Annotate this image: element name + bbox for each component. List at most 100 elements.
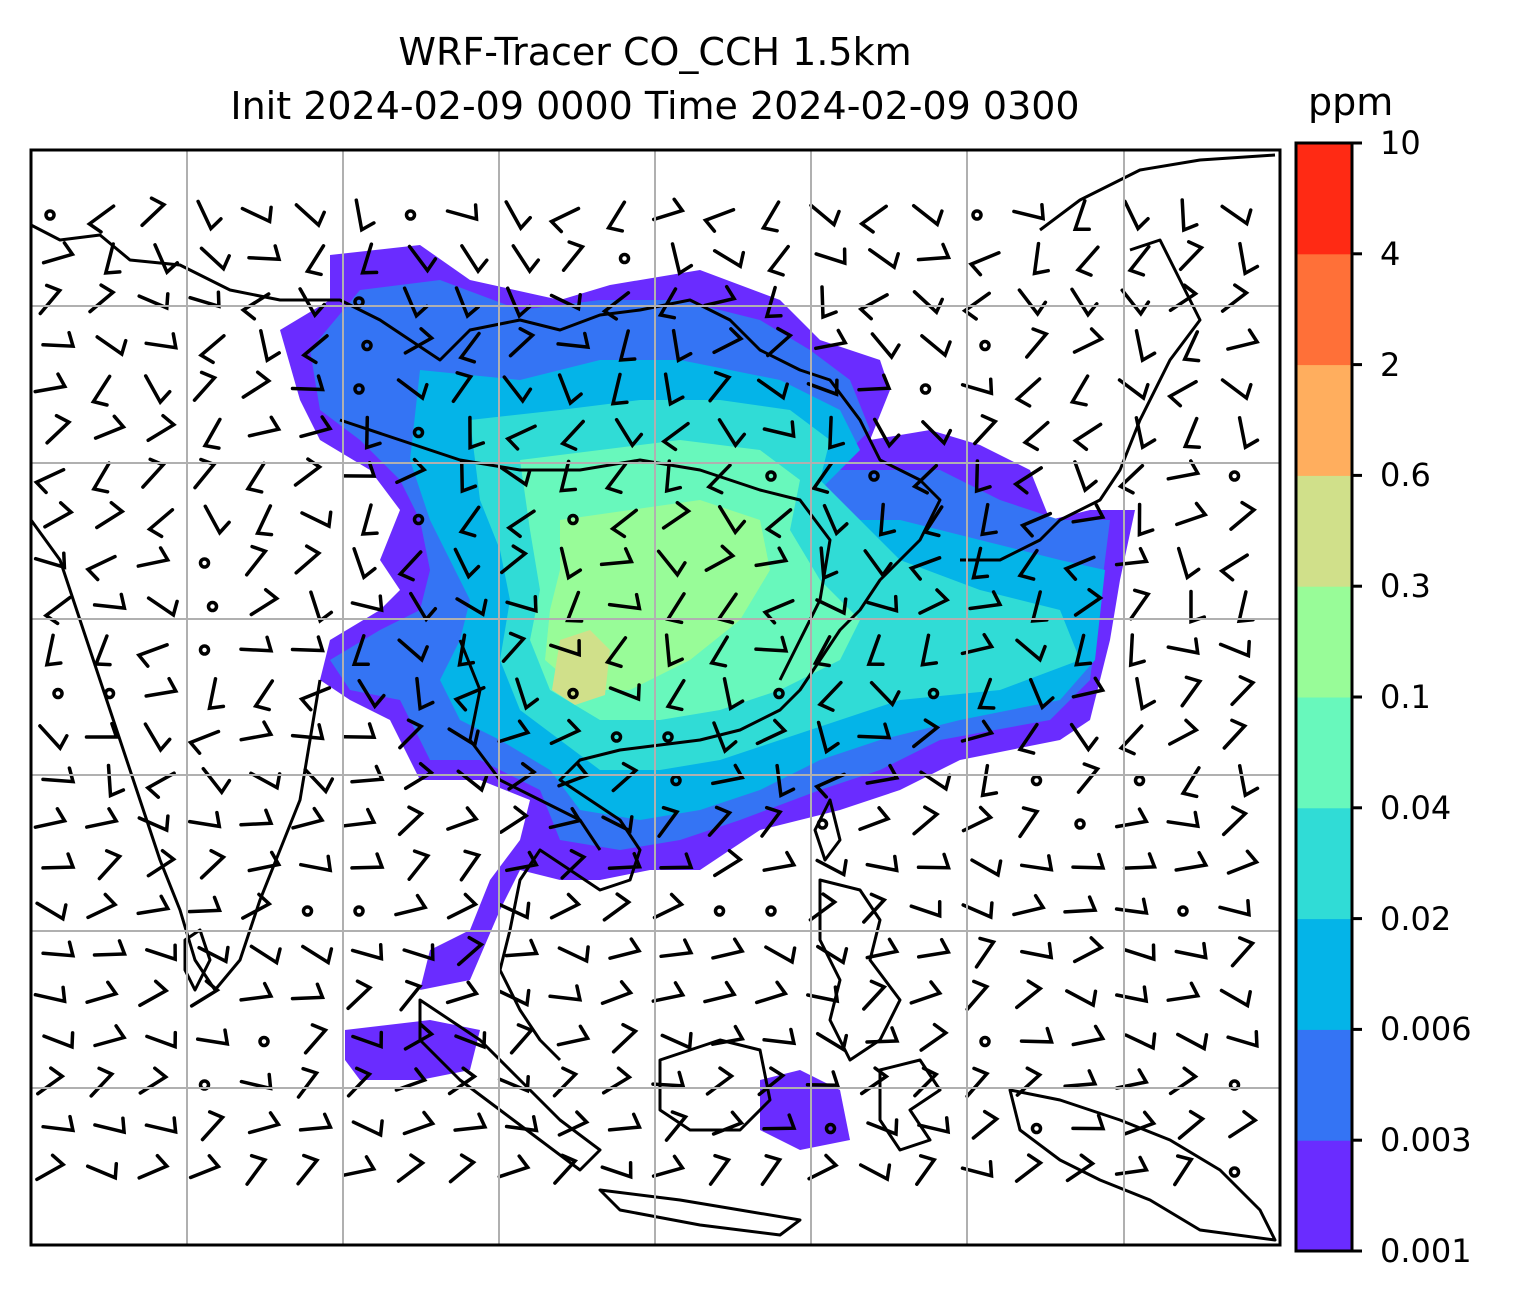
wind-barb	[1237, 416, 1260, 450]
wind-barb	[1115, 1068, 1149, 1090]
wind-barb	[1166, 810, 1200, 829]
wind-barb	[820, 285, 838, 320]
wind-barb	[504, 200, 532, 232]
wind-barb	[247, 1111, 282, 1135]
wind-barb	[249, 944, 282, 966]
wind-barb	[33, 985, 67, 1004]
wind-barb	[458, 505, 481, 538]
wind-barb	[505, 850, 539, 873]
wind-barb	[1166, 459, 1201, 481]
wind-barb	[1063, 555, 1096, 581]
wind-barb	[247, 244, 282, 262]
wind-barb	[1129, 588, 1151, 621]
colorbar-segment	[1296, 918, 1352, 1030]
wind-barb	[402, 1110, 436, 1136]
wind-barb	[614, 417, 644, 449]
wind-barb	[1071, 1113, 1106, 1131]
wind-barb	[618, 329, 637, 362]
wind-barb	[602, 892, 632, 922]
wind-barb	[346, 979, 373, 1011]
wind-barb	[407, 244, 438, 274]
wind-barb	[651, 1154, 686, 1178]
wind-barb	[974, 459, 992, 494]
wind-barb	[858, 204, 888, 234]
wind-barb	[1218, 553, 1249, 582]
wind-barb	[453, 685, 486, 712]
wind-barb	[609, 508, 639, 539]
wind-barb	[41, 1114, 76, 1133]
wind-barb	[247, 415, 282, 438]
wind-barb	[202, 417, 222, 450]
wind-barb	[86, 892, 118, 920]
wind-barb-calm	[44, 209, 56, 221]
wind-barb	[766, 326, 794, 358]
wind-barb	[459, 849, 482, 882]
wind-barb	[1072, 936, 1105, 964]
wind-barb	[806, 985, 840, 1004]
wind-barb	[1229, 500, 1257, 531]
wind-barb-calm	[206, 600, 219, 613]
wind-barb	[812, 635, 832, 668]
wind-barb	[239, 635, 274, 653]
colorbar-tick-label: 0.02	[1380, 899, 1452, 938]
wind-barb	[918, 588, 950, 615]
wind-barb	[862, 979, 888, 1011]
wind-barb-calm	[1133, 774, 1146, 787]
wind-barb	[1114, 807, 1150, 829]
wind-barb	[350, 942, 384, 961]
wind-barb	[41, 852, 76, 870]
wind-barb	[153, 243, 180, 276]
wind-barb	[136, 894, 171, 916]
wind-barb	[1114, 546, 1150, 567]
wind-barb	[548, 206, 581, 234]
wind-barb	[869, 680, 901, 708]
wind-barb	[1230, 936, 1256, 968]
wind-barb	[760, 200, 781, 233]
wind-barb	[145, 1030, 178, 1050]
wind-barb	[196, 199, 223, 232]
wind-barb	[504, 938, 540, 958]
wind-barb	[456, 769, 489, 793]
wind-barb	[241, 370, 272, 399]
wind-barb	[294, 544, 322, 575]
wind-barb	[188, 1154, 222, 1180]
wind-barb	[1071, 676, 1106, 699]
wind-barb	[707, 805, 733, 837]
wind-barb	[858, 1163, 892, 1182]
wind-barb	[813, 772, 846, 799]
wind-barb	[504, 424, 537, 451]
wind-barb	[290, 982, 326, 1001]
wind-barb	[1218, 899, 1251, 918]
wind-barb	[84, 721, 119, 739]
wind-barb	[144, 771, 176, 799]
wind-barb	[1230, 675, 1256, 707]
wind-barb	[1222, 718, 1248, 750]
wind-barb	[1137, 502, 1155, 537]
wind-barb	[1030, 590, 1049, 623]
wind-barb	[1071, 852, 1106, 870]
wind-barb	[556, 1024, 591, 1047]
wind-barb	[960, 719, 995, 743]
colorbar-tick-label: 0.6	[1380, 456, 1431, 495]
wind-barb	[762, 1113, 797, 1131]
wind-barb	[354, 198, 376, 233]
wind-barb	[207, 677, 226, 711]
wind-barb	[965, 979, 990, 1012]
wind-barb	[201, 766, 232, 796]
wind-barb	[920, 633, 939, 667]
wind-barb	[866, 634, 885, 667]
wind-barb	[805, 1070, 840, 1087]
wind-barb	[878, 502, 897, 537]
wind-barb-calm	[567, 687, 579, 700]
wind-barb	[651, 981, 686, 1003]
map-gridlines	[31, 150, 1280, 1245]
wind-barb	[45, 413, 72, 445]
colorbar-tick-label: 0.006	[1380, 1010, 1472, 1049]
wind-barb	[350, 594, 384, 613]
wind-barb-calm	[618, 252, 631, 265]
wind-barb	[1114, 1155, 1150, 1176]
wind-barb	[722, 677, 745, 711]
wind-barb	[919, 1022, 949, 1052]
wind-barb	[865, 937, 900, 960]
wind-barb	[764, 285, 783, 319]
